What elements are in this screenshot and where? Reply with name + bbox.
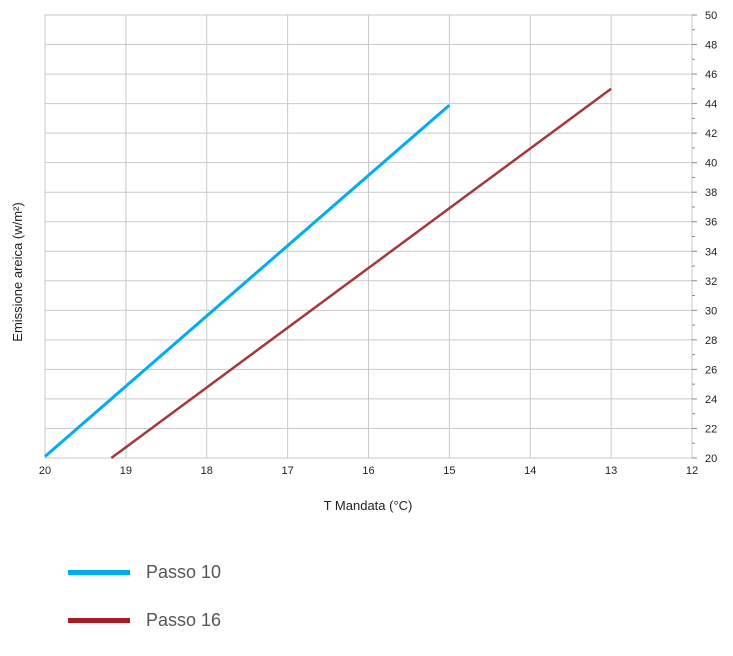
legend-item-passo-10: Passo 10 [68,560,221,584]
x-axis-ticks: 20 19 18 17 16 15 14 13 12 [39,465,698,477]
legend-label-passo-16: Passo 16 [146,609,222,630]
y-tick-label: 44 [705,99,717,111]
y-tick-label: 46 [705,69,717,81]
legend-swatch-passo-16 [68,617,130,623]
legend-label-passo-10: Passo 10 [146,561,222,582]
x-tick-label: 12 [686,465,698,477]
y-tick-label: 30 [705,305,717,317]
y-tick-label: 48 [705,40,717,52]
y-tick-label: 24 [705,394,717,406]
y-tick-label: 20 [705,453,717,465]
x-tick-label: 13 [605,465,617,477]
y-tick-label: 32 [705,276,717,288]
grid [44,14,697,459]
y-axis-ticks: 20 22 24 26 28 30 32 34 36 38 40 42 44 46 48 50 [705,10,717,465]
y-axis-label: Emissione areica (w/m²) [10,202,25,341]
x-tick-label: 17 [282,465,294,477]
y-tick-label: 34 [705,246,717,258]
y-tick-label: 26 [705,364,717,376]
x-tick-label: 15 [443,465,455,477]
x-axis-label: T Mandata (°C) [324,498,413,513]
y-tick-label: 36 [705,217,717,229]
x-tick-label: 16 [362,465,374,477]
x-tick-label: 19 [120,465,132,477]
y-tick-label: 38 [705,187,717,199]
y-tick-label: 50 [705,10,717,22]
y-tick-label: 42 [705,128,717,140]
legend-item-passo-16: Passo 16 [68,608,221,632]
legend: Passo 10 Passo 16 [68,560,221,656]
y-tick-label: 22 [705,423,717,435]
legend-swatch-passo-10 [68,569,130,575]
y-tick-label: 28 [705,335,717,347]
x-tick-label: 14 [524,465,536,477]
y-tick-label: 40 [705,158,717,170]
x-tick-label: 18 [201,465,213,477]
line-chart: 20 19 18 17 16 15 14 13 12 20 22 24 26 28 30 32 34 36 38 4… [10,10,717,513]
x-tick-label: 20 [39,465,51,477]
series-line-passo-16 [110,87,612,460]
series-lines [44,87,612,460]
series-line-passo-10 [44,103,451,458]
